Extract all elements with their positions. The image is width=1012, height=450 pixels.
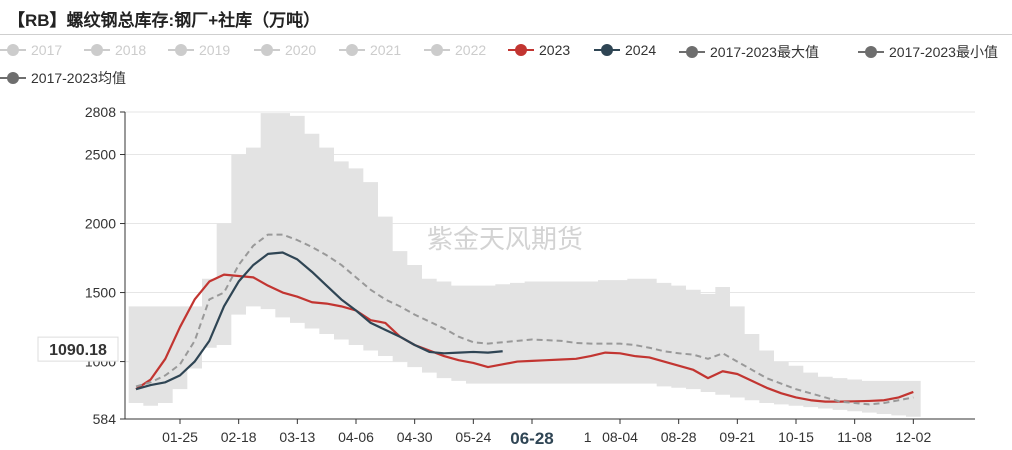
legend-item-2020[interactable]: 2020 [254,42,316,58]
title-divider [0,34,1012,35]
x-tick-label: 03-13 [279,429,315,445]
y-tick-label: 584 [93,411,117,427]
y-tick-label: 2500 [85,147,116,163]
min-max-band [128,113,921,417]
y-tick-label: 2000 [85,216,116,232]
legend-label: 2017-2023均值 [31,70,126,86]
legend-label: 2023 [539,42,571,58]
legend-symbol-icon [679,45,705,59]
x-tick-label: 04-06 [338,429,374,445]
series-line-2023 [135,273,914,403]
band-area-max-min [128,113,921,417]
legend-symbol-icon [168,43,194,57]
legend-symbol-icon [0,43,26,57]
legend-label: 2022 [455,42,487,58]
x-tick-label: 1 [584,429,592,445]
legend-symbol-icon [594,43,620,57]
x-pointer-box [502,424,562,450]
x-tick-label: 01-25 [162,429,198,445]
x-tick-label: 08-04 [602,429,638,445]
legend-symbol-icon [508,43,534,57]
x-tick-label: 10-15 [778,429,814,445]
y-pointer-box [37,336,119,362]
legend-symbol-icon [0,71,26,85]
legend-symbol-icon [424,43,450,57]
legend-item-2017-2023最小值[interactable]: 2017-2023最小值 [858,42,998,62]
y-tick-label: 2808 [85,104,116,120]
legend-symbol-icon [84,43,110,57]
legend-item-2018[interactable]: 2018 [84,42,146,58]
x-tick-label: 09-21 [719,429,755,445]
x-tick-label: 11-08 [837,429,872,445]
x-tick-label: 12-02 [895,429,931,445]
legend-label: 2020 [285,42,317,58]
axes: 5841000150020002500280801-2502-1803-1304… [85,104,975,445]
legend-label: 2021 [370,42,402,58]
series-line-2024 [135,251,503,391]
watermark: 紫金天风期货 [427,224,583,254]
x-tick-label: 05-24 [455,429,491,445]
x-tick-label: 04-30 [397,429,433,445]
legend-label: 2024 [625,42,657,58]
legend-label: 2017-2023最小值 [889,44,998,60]
legend-symbol-icon [254,43,280,57]
chart-title: 【RB】螺纹钢总库存:钢厂+社库（万吨） [8,11,321,30]
legend-label: 2017 [31,42,63,58]
legend-item-2017-2023最大值[interactable]: 2017-2023最大值 [679,42,819,62]
legend-item-2022[interactable]: 2022 [424,42,486,58]
legend-item-2019[interactable]: 2019 [168,42,230,58]
legend-item-2024[interactable]: 2024 [594,42,656,58]
legend-item-2017[interactable]: 2017 [0,42,62,58]
x-tick-label: 08-28 [661,429,697,445]
x-pointer-label: 06-28 [510,429,553,448]
legend-symbol-icon [339,43,365,57]
legend-label: 2018 [115,42,147,58]
legend-item-2021[interactable]: 2021 [339,42,401,58]
legend-symbol-icon [858,45,884,59]
y-tick-label: 1500 [85,285,116,301]
legend-item-2023[interactable]: 2023 [508,42,570,58]
x-tick-label: 02-18 [221,429,257,445]
legend-item-2017-2023均值[interactable]: 2017-2023均值 [0,68,126,88]
y-pointer-label: 1090.18 [49,342,107,359]
legend-label: 2019 [199,42,231,58]
legend-label: 2017-2023最大值 [710,44,819,60]
legend: 2017 2018 2019 2020 2021 2022 2023 2024 2017-202… [0,38,1012,94]
series-lines [135,233,914,406]
axis-pointer: 1090.18 06-28 [37,336,562,450]
